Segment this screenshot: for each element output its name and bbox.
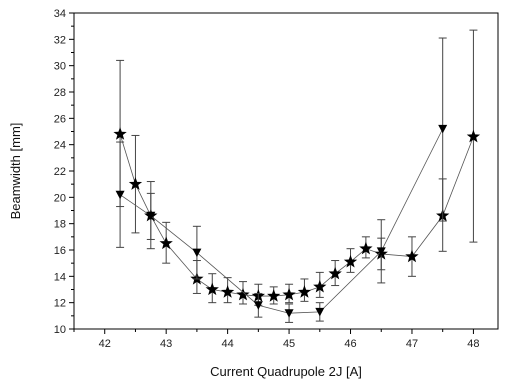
data-point-star [313, 279, 327, 293]
series-line [119, 134, 474, 297]
data-point-star [220, 285, 235, 298]
y-tick-label: 12 [54, 298, 66, 310]
series-line [119, 128, 444, 314]
data-point-triangle [438, 124, 448, 134]
y-tick-label: 24 [54, 140, 66, 152]
x-tick-label: 44 [221, 338, 233, 350]
y-tick-label: 22 [54, 166, 66, 178]
data-point-triangle [253, 301, 263, 310]
y-tick-label: 30 [54, 61, 66, 73]
data-point-star [343, 254, 358, 268]
series-1 [115, 37, 448, 323]
data-point-star [328, 266, 342, 280]
y-axis-title: Beamwidth [mm] [8, 123, 23, 220]
data-point-star [359, 241, 373, 255]
y-tick-label: 20 [54, 192, 66, 204]
y-tick-label: 28 [54, 87, 66, 99]
x-tick-label: 46 [344, 338, 356, 350]
data-point-star [466, 129, 481, 143]
data-point-star [236, 287, 250, 301]
y-tick-label: 16 [54, 245, 66, 257]
series-layer [113, 29, 481, 323]
y-tick-label: 34 [54, 8, 66, 20]
data-point-triangle [146, 211, 156, 221]
x-tick-label: 45 [283, 338, 295, 350]
plot-frame [73, 12, 499, 330]
x-tick-label: 43 [160, 338, 172, 350]
x-tick-label: 47 [406, 338, 418, 350]
data-point-star [405, 249, 419, 263]
x-tick-label: 48 [467, 338, 479, 350]
data-point-triangle [115, 190, 125, 200]
data-point-star [205, 282, 219, 296]
x-tick-label: 42 [99, 338, 111, 350]
data-point-star [128, 177, 143, 190]
data-point-star [159, 236, 173, 250]
data-point-star [113, 127, 127, 140]
data-point-triangle [315, 307, 325, 317]
data-point-star [297, 285, 312, 298]
y-tick-label: 26 [54, 113, 66, 125]
data-point-triangle [192, 248, 202, 258]
y-tick-label: 10 [54, 324, 66, 336]
series-0 [113, 29, 481, 306]
y-tick-label: 18 [54, 219, 66, 231]
data-point-star [282, 287, 296, 301]
x-axis-title: Current Quadrupole 2J [A] [210, 364, 362, 379]
data-point-triangle [284, 309, 294, 318]
data-point-triangle [376, 247, 386, 256]
axes: 42 43 44 45 46 47 48 10 12 14 16 18 20 22 24 26 28 30 32 34 [54, 8, 499, 350]
data-point-star [267, 289, 281, 302]
y-tick-label: 14 [54, 271, 66, 283]
y-tick-label: 32 [54, 34, 66, 46]
